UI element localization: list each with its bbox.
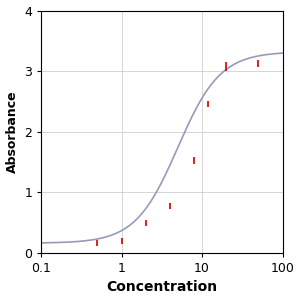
X-axis label: Concentration: Concentration: [106, 280, 218, 294]
Y-axis label: Absorbance: Absorbance: [6, 90, 19, 173]
